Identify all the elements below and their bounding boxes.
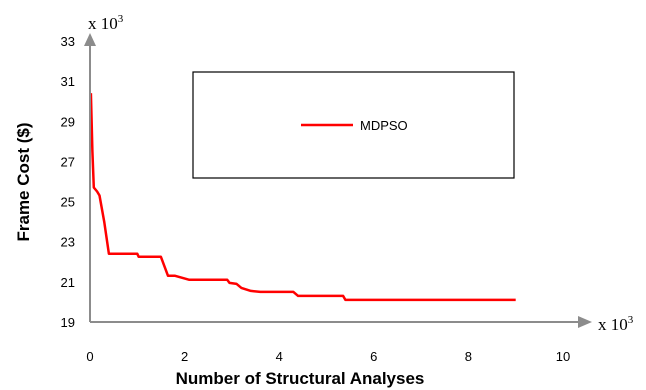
y-tick-label: 27 bbox=[61, 154, 75, 169]
y-axis-multiplier: x 103 bbox=[88, 13, 124, 33]
x-tick-label: 2 bbox=[181, 349, 188, 364]
legend-box bbox=[192, 71, 515, 179]
y-tick-label: 19 bbox=[61, 315, 75, 330]
x-tick-label: 10 bbox=[556, 349, 570, 364]
x-tick-label: 0 bbox=[86, 349, 93, 364]
x-axis-title: Number of Structural Analyses bbox=[176, 369, 425, 388]
x-axis-arrowhead bbox=[578, 316, 592, 328]
x-tick-label: 4 bbox=[276, 349, 283, 364]
y-axis-arrowhead bbox=[84, 33, 96, 46]
y-tick-label: 21 bbox=[61, 275, 75, 290]
y-tick-label: 25 bbox=[61, 195, 75, 210]
x-axis-ticks: 0 2 4 6 8 10 bbox=[86, 349, 570, 364]
y-tick-label: 29 bbox=[61, 114, 75, 129]
x-tick-label: 8 bbox=[465, 349, 472, 364]
y-tick-label: 33 bbox=[61, 34, 75, 49]
y-tick-label: 23 bbox=[61, 235, 75, 250]
y-axis-title: Frame Cost ($) bbox=[14, 122, 33, 241]
series-line-mdpso bbox=[89, 93, 516, 302]
y-tick-label: 31 bbox=[61, 74, 75, 89]
x-tick-label: 6 bbox=[370, 349, 377, 364]
legend-label-mdpso: MDPSO bbox=[360, 118, 408, 133]
legend: MDPSO bbox=[192, 71, 515, 179]
x-axis-multiplier: x 103 bbox=[598, 314, 634, 334]
y-axis-ticks: 19 21 23 25 27 29 31 33 bbox=[61, 34, 75, 330]
series-layer bbox=[89, 93, 516, 302]
